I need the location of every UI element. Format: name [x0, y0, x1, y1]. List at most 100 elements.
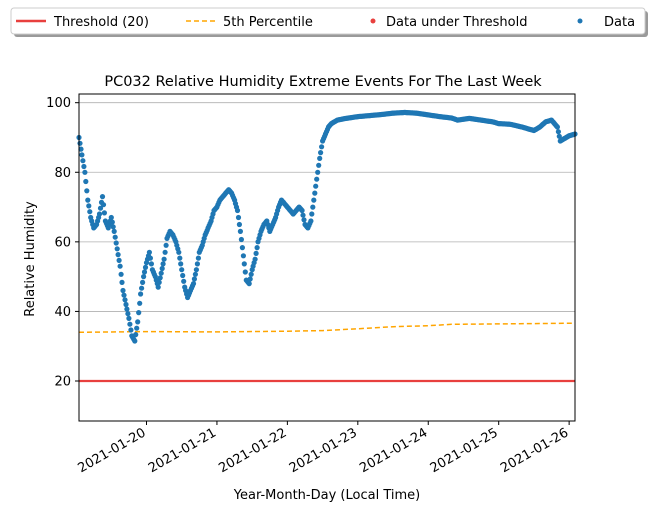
- data-point: [239, 245, 245, 251]
- data-point: [301, 217, 307, 223]
- data-point: [247, 276, 253, 282]
- data-point: [317, 155, 323, 161]
- x-tick-label: 2021-01-26: [498, 425, 571, 476]
- data-point: [122, 297, 128, 303]
- data-point: [180, 272, 186, 279]
- legend-label-data: Data: [604, 15, 635, 30]
- data-point: [178, 261, 184, 267]
- x-axis-label: Year-Month-Day (Local Time): [233, 488, 420, 503]
- data-point: [554, 124, 561, 130]
- data-point: [101, 210, 107, 216]
- data-point: [117, 263, 123, 269]
- data-point: [315, 169, 321, 175]
- data-point: [115, 252, 121, 258]
- data-point: [87, 209, 93, 215]
- data-point: [159, 265, 165, 272]
- data-point: [156, 279, 162, 285]
- data-point: [191, 276, 197, 282]
- axes: 204060801002021-01-202021-01-212021-01-2…: [46, 93, 576, 476]
- data-point: [310, 204, 316, 210]
- data-point: [300, 212, 306, 218]
- data-point: [555, 129, 562, 135]
- data-point: [181, 278, 187, 284]
- data-point: [161, 256, 167, 262]
- data-point: [238, 236, 244, 243]
- percentile-line: [78, 322, 576, 334]
- data-point: [124, 306, 130, 312]
- data-point: [194, 261, 200, 267]
- data-point: [141, 269, 148, 275]
- y-tick-label: 60: [54, 235, 71, 250]
- series-lines: [78, 322, 576, 383]
- data-point: [100, 202, 107, 208]
- x-tick-label: 2021-01-20: [76, 425, 149, 476]
- data-point: [111, 228, 117, 234]
- x-tick-label: 2021-01-22: [216, 425, 289, 476]
- data-point: [254, 245, 260, 251]
- series-points: [76, 109, 578, 344]
- data-point: [125, 311, 131, 317]
- data-point: [118, 271, 124, 277]
- data-point: [77, 140, 83, 146]
- data-point: [308, 218, 314, 224]
- data-point: [138, 291, 144, 297]
- data-point: [242, 269, 248, 275]
- data-point: [121, 292, 127, 298]
- data-point: [195, 255, 201, 261]
- data-point: [113, 240, 119, 246]
- x-tick-label: 2021-01-21: [146, 425, 219, 476]
- data-point: [81, 163, 87, 170]
- data-point: [135, 319, 141, 325]
- data-point: [134, 325, 140, 331]
- data-point: [109, 219, 115, 225]
- y-tick-label: 80: [54, 166, 71, 181]
- data-point: [147, 255, 153, 261]
- data-point: [137, 300, 143, 306]
- data-point: [114, 246, 120, 252]
- data-point: [108, 214, 114, 221]
- x-tick-label: 2021-01-23: [287, 425, 360, 476]
- data-point: [314, 176, 320, 182]
- data-point: [160, 261, 166, 267]
- data-point: [162, 249, 168, 255]
- data-point: [190, 281, 197, 287]
- data-point: [110, 224, 116, 230]
- data-point: [123, 301, 129, 308]
- y-tick-label: 100: [46, 96, 71, 111]
- data-point: [237, 228, 243, 234]
- grid-layer: [79, 102, 575, 382]
- data-point: [234, 207, 241, 214]
- data-point: [248, 271, 254, 277]
- data-point: [253, 250, 259, 256]
- legend-label-under-threshold: Data under Threshold: [386, 15, 527, 30]
- data-point: [236, 221, 242, 228]
- legend: Threshold (20) 5th Percentile Data under…: [10, 7, 648, 37]
- data-point: [155, 284, 161, 290]
- data-point: [556, 133, 562, 139]
- data-point: [313, 183, 319, 189]
- data-point: [112, 234, 118, 240]
- data-point: [299, 207, 305, 214]
- data-point: [86, 203, 92, 209]
- y-axis-label: Relative Humidity: [23, 201, 38, 317]
- data-point: [246, 281, 252, 287]
- data-point: [132, 338, 138, 344]
- data-point: [235, 214, 242, 221]
- data-point: [79, 152, 85, 158]
- legend-label-threshold: Threshold (20): [53, 15, 149, 30]
- data-point: [311, 197, 317, 203]
- data-point: [252, 256, 258, 262]
- data-point: [80, 158, 86, 164]
- data-point: [240, 253, 246, 259]
- data-point: [148, 261, 154, 267]
- data-point: [312, 190, 318, 196]
- data-point: [176, 249, 182, 255]
- data-point: [158, 270, 164, 276]
- data-point: [319, 144, 325, 150]
- data-point: [116, 257, 122, 263]
- data-point: [192, 271, 198, 277]
- data-point: [146, 249, 152, 255]
- data-point: [163, 242, 169, 248]
- data-point: [96, 211, 103, 217]
